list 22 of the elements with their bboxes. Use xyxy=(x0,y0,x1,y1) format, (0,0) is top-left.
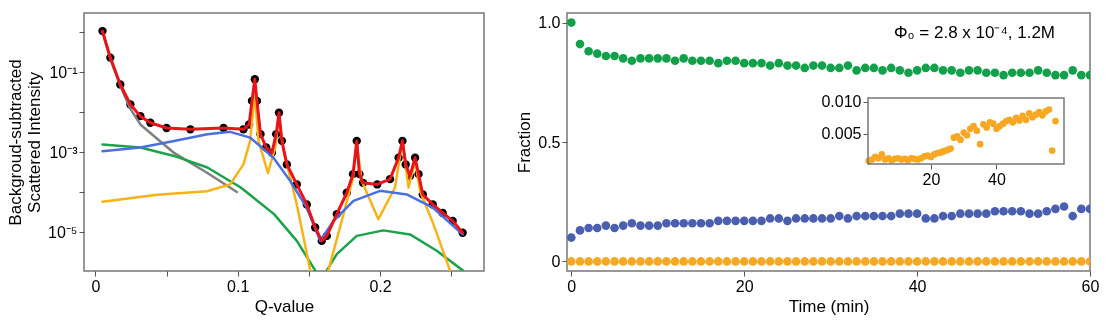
x-tick-label: 0.1 xyxy=(227,277,250,295)
y-tick-label: 0.010 xyxy=(821,93,862,111)
y-tick-label: 0.005 xyxy=(821,125,862,143)
y-tick-label: 1.0 xyxy=(538,14,561,32)
x-axis-title: Time (min) xyxy=(788,296,870,316)
annotation: Φ₀ = 2.8 x 10⁻⁴, 1.2M xyxy=(893,23,1055,42)
x-tick-label: 20 xyxy=(922,170,941,188)
y-tick-label: 10⁻¹ xyxy=(49,63,78,81)
x-tick-label: 40 xyxy=(988,170,1006,188)
x-tick-label: 20 xyxy=(735,277,754,295)
y-tick-label: 10⁻⁵ xyxy=(48,223,78,241)
x-tick-label: 0 xyxy=(91,277,101,295)
x-tick-label: 0 xyxy=(567,277,577,295)
x-tick-label: 40 xyxy=(908,277,927,295)
y-axis-title: Backgroud-subtracted Scattered Intensity xyxy=(6,59,45,226)
x-tick-label: 60 xyxy=(1081,277,1100,295)
y-axis-title: Fraction xyxy=(515,111,535,174)
y-tick-label: 0 xyxy=(551,252,561,270)
x-axis-title: Q-value xyxy=(254,296,315,316)
y-tick-label: 0.5 xyxy=(538,133,561,151)
x-tick-label: 0.2 xyxy=(369,277,392,295)
y-tick-label: 10⁻³ xyxy=(49,143,79,161)
